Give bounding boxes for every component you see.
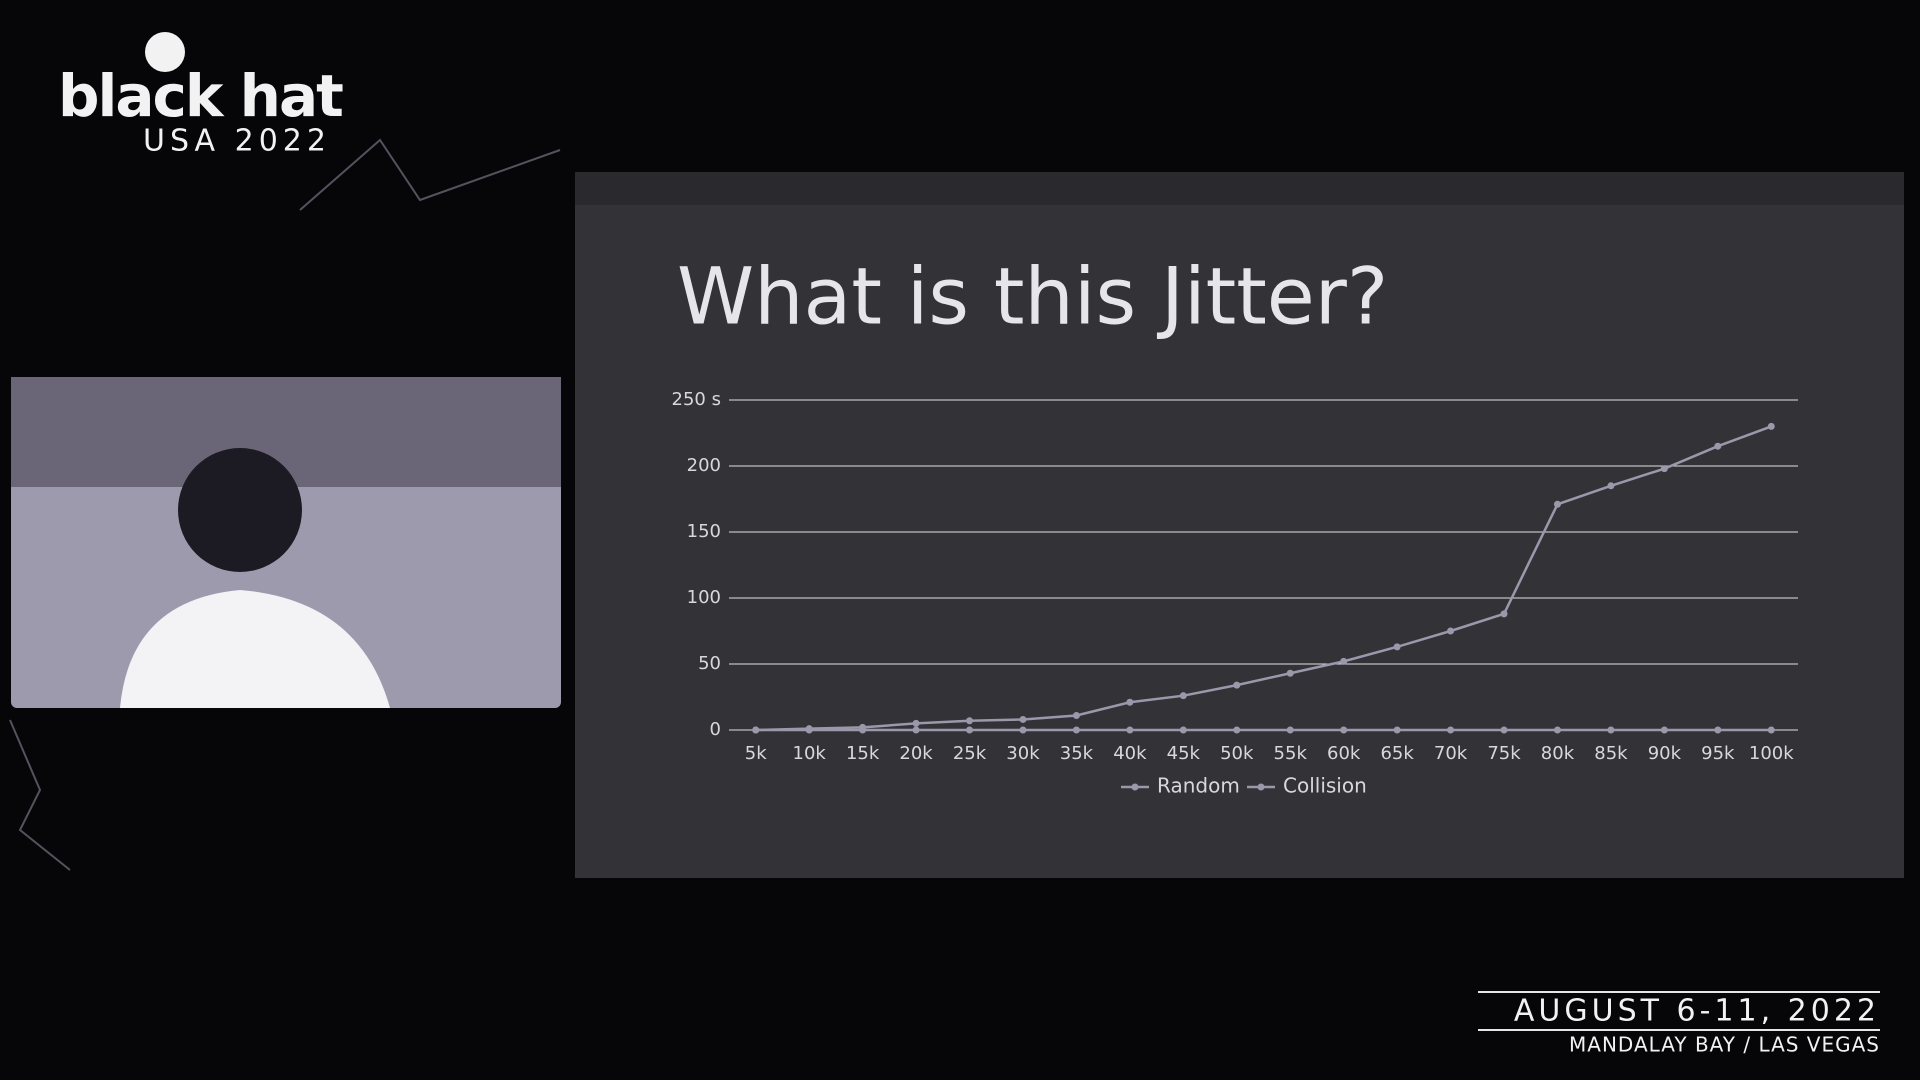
x-tick-label: 95k	[1701, 743, 1735, 764]
x-tick-label: 85k	[1594, 743, 1628, 764]
slide	[575, 205, 1904, 878]
event-dates: AUGUST 6-11, 2022	[1514, 994, 1880, 1029]
x-tick-label: 75k	[1487, 743, 1521, 764]
point	[912, 719, 920, 727]
point	[1660, 726, 1668, 734]
x-tick-label: 60k	[1327, 743, 1361, 764]
speaker-body	[120, 590, 390, 708]
point	[1233, 726, 1241, 734]
point	[1714, 726, 1722, 734]
point	[912, 726, 920, 734]
y-tick-label: 50	[698, 653, 721, 674]
series-line	[755, 425, 1772, 732]
x-tick-label: 90k	[1648, 743, 1682, 764]
point	[1126, 698, 1134, 706]
x-tick-label: 35k	[1060, 743, 1094, 764]
point	[1607, 482, 1615, 490]
legend-label: Random	[1157, 774, 1240, 798]
point	[1393, 643, 1401, 651]
point	[1447, 627, 1455, 635]
point	[1607, 726, 1615, 734]
x-tick-label: 30k	[1006, 743, 1040, 764]
point	[859, 723, 867, 731]
point	[1500, 726, 1508, 734]
speaker-head	[178, 448, 302, 572]
x-tick-label: 55k	[1274, 743, 1308, 764]
x-tick-label: 5k	[745, 743, 767, 764]
point	[1714, 442, 1722, 450]
point	[1179, 726, 1187, 734]
point	[1286, 726, 1294, 734]
point	[1553, 500, 1561, 508]
legend-marker	[1131, 783, 1139, 791]
x-tick-label: 25k	[953, 743, 987, 764]
point	[1072, 711, 1080, 719]
y-tick-label: 200	[687, 455, 721, 476]
point	[1233, 681, 1241, 689]
y-tick-label: 100	[687, 587, 721, 608]
point	[1019, 715, 1027, 723]
point	[1660, 465, 1668, 473]
x-tick-label: 80k	[1541, 743, 1575, 764]
x-tick-label: 100k	[1749, 743, 1794, 764]
x-tick-label: 45k	[1167, 743, 1201, 764]
point	[1500, 610, 1508, 618]
x-tick-label: 50k	[1220, 743, 1254, 764]
point	[966, 717, 974, 725]
legend-marker	[1257, 783, 1265, 791]
point	[1286, 669, 1294, 677]
y-tick-label: 250 s	[672, 389, 721, 410]
point	[1767, 422, 1775, 430]
point	[1340, 657, 1348, 665]
point	[1340, 726, 1348, 734]
lightning	[9, 719, 71, 871]
x-tick-label: 70k	[1434, 743, 1468, 764]
x-tick-label: 15k	[846, 743, 880, 764]
chart: 0 50 100 150 200 250 s 5k 10k 15k 20k 25k 30k 35k 40k…	[672, 389, 1798, 798]
point	[1072, 726, 1080, 734]
point	[1447, 726, 1455, 734]
point	[1553, 726, 1561, 734]
slide-title: What is this Jitter?	[677, 252, 1388, 342]
event-venue: MANDALAY BAY / LAS VEGAS	[1569, 1033, 1880, 1057]
legend-label: Collision	[1283, 774, 1367, 798]
x-tick-label: 10k	[793, 743, 827, 764]
edition: USA 2022	[143, 124, 331, 159]
point	[1019, 726, 1027, 734]
point	[1126, 726, 1134, 734]
x-tick-label: 40k	[1113, 743, 1147, 764]
point	[805, 725, 813, 733]
logo-icon	[145, 32, 185, 72]
point	[1179, 692, 1187, 700]
logo: black hat	[58, 62, 343, 130]
x-tick-label: 65k	[1380, 743, 1414, 764]
point	[1393, 726, 1401, 734]
x-tick-label: 20k	[899, 743, 933, 764]
y-tick-label: 0	[710, 719, 721, 740]
point	[966, 726, 974, 734]
lightning	[299, 138, 561, 211]
point	[752, 726, 760, 734]
y-tick-label: 150	[687, 521, 721, 542]
point	[1767, 726, 1775, 734]
